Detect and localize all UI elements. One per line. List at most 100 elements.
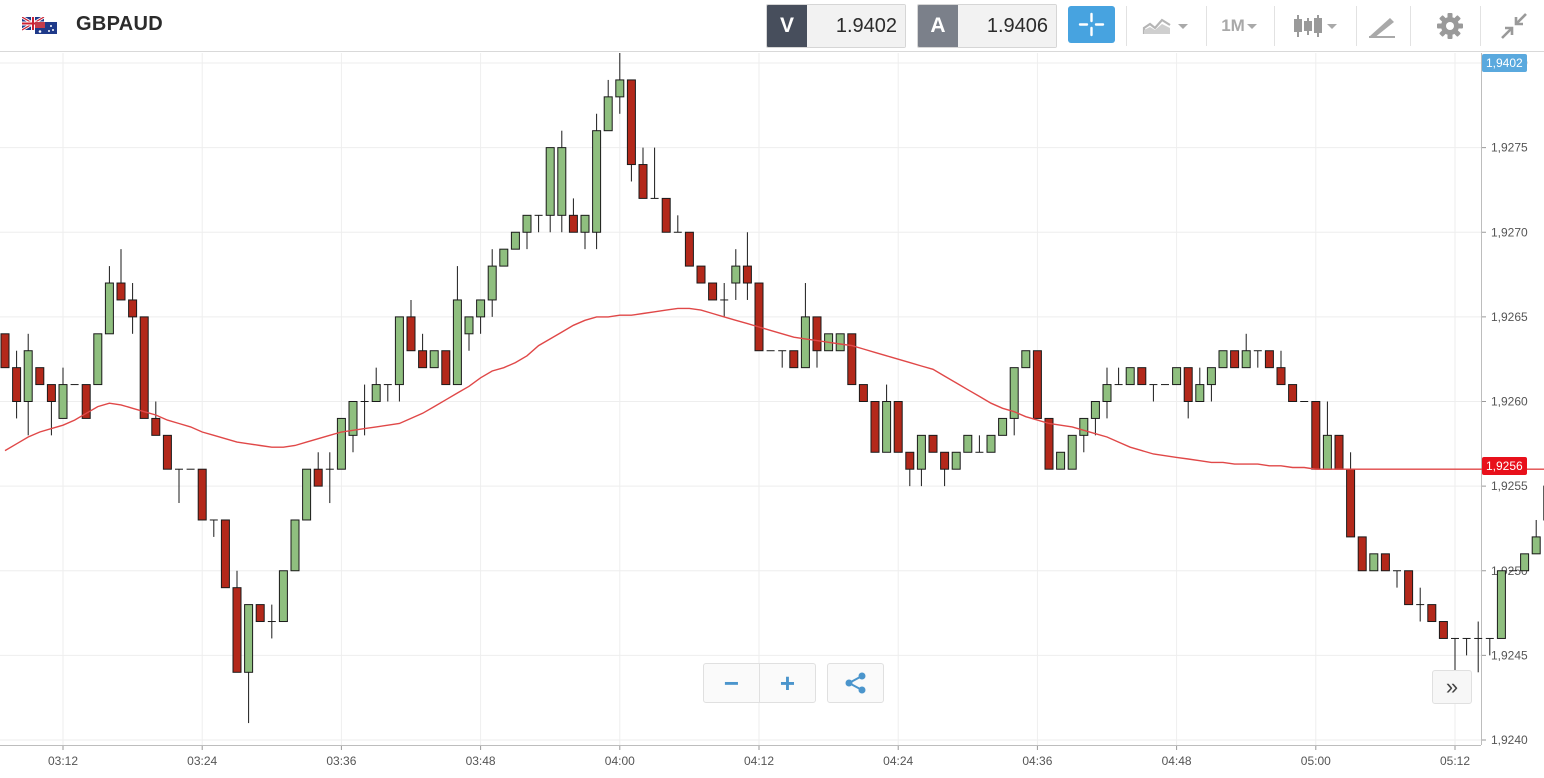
buy-quote-button[interactable]: A 1.9406: [917, 4, 1057, 48]
candle-body: [1531, 536, 1541, 555]
timeframe-dropdown[interactable]: 1M: [1210, 4, 1270, 48]
candle-body: [232, 587, 242, 673]
candle-body: [302, 468, 312, 521]
candle-body: [615, 79, 625, 98]
candle-style-button[interactable]: [1278, 4, 1352, 48]
candle-body: [441, 350, 451, 386]
x-tick-label: 04:12: [744, 754, 774, 768]
candle-body: [278, 570, 288, 623]
candle-body: [545, 147, 555, 216]
zoom-out-icon: −: [723, 667, 740, 698]
sell-quote-button[interactable]: V 1.9402: [766, 4, 906, 48]
scroll-to-end-button[interactable]: »: [1432, 670, 1472, 704]
chart-type-button[interactable]: [1130, 4, 1202, 48]
candle-body: [464, 316, 474, 335]
candle-body: [1102, 384, 1112, 403]
share-icon: [845, 672, 865, 694]
candle-body: [81, 384, 91, 419]
timeframe-label: 1M: [1221, 16, 1245, 35]
candle-body: [1346, 468, 1356, 538]
x-tick-label: 04:00: [605, 754, 635, 768]
candle-body: [905, 451, 915, 470]
crosshair-button[interactable]: [1068, 6, 1115, 43]
candle-body: [394, 316, 404, 386]
candle-body: [1264, 350, 1274, 369]
y-tick-label: 1,9275: [1491, 141, 1528, 155]
buy-price: 1.9406: [958, 5, 1056, 47]
drawing-tools-button[interactable]: [1360, 4, 1404, 48]
zoom-in-button[interactable]: +: [759, 664, 815, 702]
candle-body: [800, 316, 810, 369]
candle-body: [151, 417, 161, 436]
candle-body: [1137, 367, 1147, 386]
candle-body: [1079, 417, 1089, 436]
candle-body: [812, 316, 822, 352]
candle-body: [1172, 367, 1182, 386]
candle-body: [638, 164, 648, 199]
settings-button[interactable]: [1426, 4, 1474, 48]
australia-flag-icon: [35, 22, 57, 34]
candle-body: [1380, 553, 1390, 572]
candle-body: [418, 350, 428, 369]
candle-body: [742, 265, 752, 284]
candle-body: [1195, 384, 1205, 403]
candle-body: [58, 384, 68, 419]
candle-body: [858, 384, 868, 403]
candle-body: [1427, 604, 1437, 623]
current-price-tag: 1,9256: [1482, 456, 1527, 475]
drawing-tools-icon: [1369, 18, 1395, 38]
candle-body: [255, 604, 265, 623]
x-tick-label: 04:48: [1162, 754, 1192, 768]
candle-body: [487, 265, 497, 301]
candle-body: [116, 282, 126, 301]
y-tick-label: 1,9270: [1491, 225, 1528, 239]
candle-body: [1496, 570, 1506, 639]
crosshair-icon: [1078, 12, 1105, 37]
share-button[interactable]: [827, 663, 884, 703]
candle-body: [1322, 434, 1332, 470]
candle-body: [1404, 570, 1414, 606]
dropdown-icon: [1246, 24, 1257, 29]
dropdown-icon: [1178, 24, 1188, 29]
candle-body: [603, 96, 613, 132]
x-tick-label: 03:36: [326, 754, 356, 768]
zoom-out-button[interactable]: −: [704, 664, 759, 702]
dropdown-icon: [1327, 24, 1337, 29]
candle-body: [371, 384, 381, 403]
x-tick-label: 04:24: [883, 754, 913, 768]
candle-body: [847, 333, 857, 386]
scroll-to-end-icon: »: [1445, 674, 1459, 699]
candle-body: [510, 231, 520, 250]
candle-body: [1044, 417, 1054, 470]
candle-body: [626, 79, 636, 166]
candle-body: [1067, 434, 1077, 470]
candle-body: [12, 367, 22, 402]
candle-body: [986, 434, 996, 453]
candle-body: [731, 265, 741, 284]
moving-average-line: [4, 307, 1544, 470]
candle-body: [661, 197, 671, 233]
candle-body: [452, 299, 462, 386]
candle-body: [1311, 401, 1321, 470]
y-tick-label: 1,9245: [1491, 648, 1528, 662]
candle-body: [1206, 367, 1216, 386]
candle-body: [162, 434, 172, 470]
candle-body: [1357, 536, 1367, 572]
candlestick-icon: [1294, 15, 1322, 37]
candle-body: [46, 384, 56, 403]
candle-body: [951, 451, 961, 470]
candle-body: [940, 451, 950, 470]
candle-body: [870, 401, 880, 453]
x-tick-label: 03:48: [466, 754, 496, 768]
price-chart[interactable]: 1,92801,92751,92701,92651,92601,92551,92…: [0, 53, 1544, 778]
sell-tag: V: [767, 5, 807, 47]
x-tick-label: 04:36: [1022, 754, 1052, 768]
candle-body: [1438, 621, 1448, 639]
y-tick-label: 1,9265: [1491, 310, 1528, 324]
candle-body: [1276, 367, 1286, 386]
candle-body: [128, 299, 138, 318]
candle-body: [336, 417, 346, 470]
chart-type-icon: [1142, 18, 1171, 34]
collapse-chart-button[interactable]: [1492, 4, 1536, 48]
candle-body: [835, 333, 845, 352]
